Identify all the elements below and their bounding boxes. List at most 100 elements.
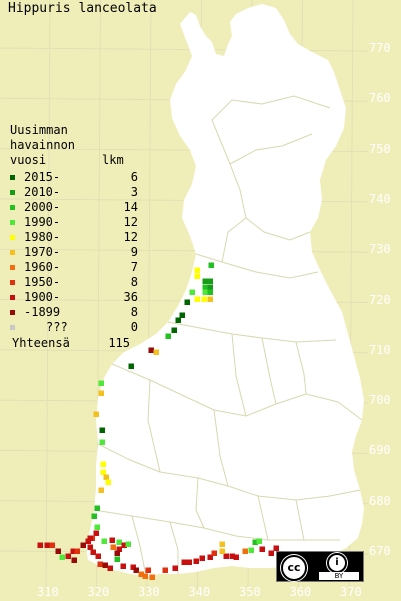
- observation-square: [85, 538, 91, 544]
- observation-square: [100, 461, 106, 467]
- observation-square: [175, 317, 181, 323]
- legend-swatch: [10, 235, 15, 240]
- observation-square: [219, 548, 225, 554]
- observation-square: [165, 333, 171, 339]
- legend-count: 8: [130, 305, 138, 319]
- legend-swatch: [10, 220, 15, 225]
- map-title: Hippuris lanceolata: [8, 1, 157, 16]
- observation-square: [252, 539, 258, 545]
- legend-total-label: Yhteensä: [12, 336, 70, 350]
- legend-total-count: 115: [108, 336, 130, 350]
- observation-square: [37, 542, 43, 548]
- observation-square: [256, 538, 262, 544]
- observation-square: [99, 427, 105, 433]
- legend-swatch: [10, 205, 15, 210]
- observation-square: [65, 553, 71, 559]
- y-tick-label: 730: [369, 242, 391, 257]
- observation-square: [116, 546, 122, 552]
- observation-square: [91, 513, 97, 519]
- attribution-icon: i: [327, 553, 347, 573]
- x-tick-label: 360: [289, 585, 312, 599]
- observation-square: [202, 289, 208, 295]
- legend-heading-line2: havainnon: [10, 138, 76, 152]
- legend-year-label: ???: [46, 320, 68, 334]
- observation-square: [101, 538, 107, 544]
- observation-square: [193, 558, 199, 564]
- observation-square: [171, 327, 177, 333]
- legend-total: Yhteensä 115: [12, 336, 130, 350]
- observation-square: [186, 559, 192, 565]
- observation-square: [194, 273, 200, 279]
- observation-square: [95, 553, 101, 559]
- observation-square: [133, 567, 139, 573]
- observation-square: [121, 542, 127, 548]
- observation-square: [179, 312, 185, 318]
- legend-swatch: [10, 280, 15, 285]
- observation-square: [94, 505, 100, 511]
- legend-count: 36: [123, 290, 138, 304]
- x-tick-label: 370: [340, 585, 362, 599]
- observation-square: [98, 390, 104, 396]
- legend-heading-line1: Uusimman: [10, 123, 68, 137]
- observation-square: [98, 380, 104, 386]
- observation-square: [107, 565, 113, 571]
- observation-square: [207, 284, 213, 290]
- legend-column-year: vuosi: [10, 153, 47, 167]
- observation-square: [59, 554, 65, 560]
- observation-square: [103, 474, 109, 480]
- observation-square: [219, 541, 225, 547]
- legend-column-count: lkm: [102, 153, 124, 167]
- y-tick-label: 710: [369, 342, 391, 357]
- legend-swatch: [10, 190, 15, 195]
- legend-year-label: 1970-: [24, 245, 61, 259]
- y-tick-label: 760: [369, 91, 391, 106]
- observation-square: [116, 539, 122, 545]
- legend-swatch: [10, 175, 15, 180]
- observation-square: [90, 549, 96, 555]
- observation-square: [98, 487, 104, 493]
- observation-square: [114, 550, 120, 556]
- legend-year-label: -1899: [24, 305, 61, 319]
- observation-square: [233, 554, 239, 560]
- observation-square: [172, 565, 178, 571]
- observation-square: [49, 542, 55, 548]
- observation-square: [87, 535, 93, 541]
- observation-square: [148, 347, 154, 353]
- observation-square: [273, 545, 279, 551]
- observation-square: [125, 541, 131, 547]
- cc-icon: cc: [281, 555, 307, 581]
- observation-square: [87, 544, 93, 550]
- legend-row: 1960- 7: [8, 260, 138, 275]
- observation-square: [194, 296, 200, 302]
- observation-square: [142, 573, 148, 579]
- legend-count: 12: [123, 215, 138, 229]
- y-tick-label: 690: [369, 443, 391, 458]
- observation-square: [138, 571, 144, 577]
- legend-row: 1990- 12: [8, 215, 138, 230]
- legend-row: 1950- 8: [8, 275, 138, 290]
- observation-square: [207, 278, 213, 284]
- legend-year-label: 2010-: [24, 185, 61, 199]
- legend-row: -1899 8: [8, 305, 138, 320]
- observation-square: [208, 262, 214, 268]
- observation-square: [207, 289, 213, 295]
- legend-row: 1980- 12: [8, 230, 138, 245]
- legend-count: 7: [130, 260, 138, 274]
- legend-count: 0: [130, 320, 138, 334]
- observation-square: [211, 550, 217, 556]
- observation-square: [102, 562, 108, 568]
- legend-count: 14: [123, 200, 138, 214]
- observation-square: [93, 411, 99, 417]
- legend-row: ??? 0: [8, 320, 138, 335]
- observation-square: [229, 553, 235, 559]
- x-tick-label: 340: [188, 585, 211, 599]
- observation-square: [194, 267, 200, 273]
- y-tick-label: 720: [369, 292, 391, 307]
- finland-outline: [86, 4, 364, 576]
- observation-square: [201, 296, 207, 302]
- observation-square: [97, 561, 103, 567]
- observation-square: [149, 574, 155, 580]
- x-tick-label: 330: [138, 585, 160, 599]
- observation-square: [120, 563, 126, 569]
